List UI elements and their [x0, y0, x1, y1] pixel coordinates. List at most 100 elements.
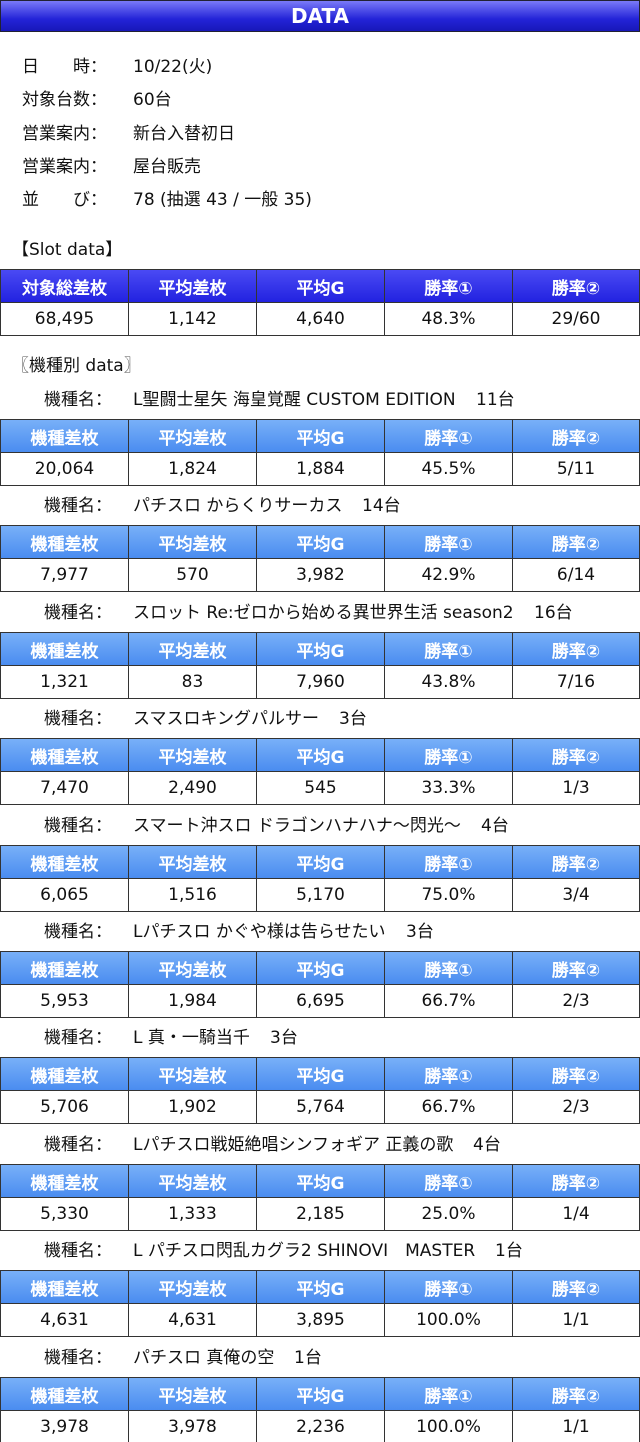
machine-name: スマスロキングパルサー [133, 709, 319, 730]
header-cell: 平均差枚 [128, 1057, 257, 1091]
value-cell: 66.7% [384, 1090, 513, 1124]
header-cell: 機種差枚 [0, 1270, 129, 1304]
machine-count: 3台 [406, 922, 434, 942]
info-label: 対象台数： [22, 90, 107, 111]
value-cell: 7,960 [256, 665, 385, 699]
machine-name: スマート沖スロ ドラゴンハナハナ～閃光～ [133, 815, 461, 836]
title-bar: DATA [0, 0, 640, 32]
value-cell: 5,170 [256, 878, 385, 912]
value-cell: 4,640 [256, 302, 385, 336]
value-cell: 2/3 [512, 1090, 640, 1124]
header-cell: 平均G [256, 1377, 385, 1411]
header-cell: 勝率② [512, 525, 640, 559]
machine-count: 1台 [294, 1347, 322, 1368]
value-cell: 66.7% [384, 984, 513, 1018]
header-cell: 平均差枚 [128, 738, 257, 772]
value-cell: 1/4 [512, 1197, 640, 1231]
value-cell: 45.5% [384, 452, 513, 486]
header-cell: 平均差枚 [128, 269, 257, 303]
value-cell: 100.0% [384, 1303, 513, 1337]
value-cell: 7,977 [0, 558, 129, 592]
header-cell: 勝率① [384, 269, 513, 303]
value-cell: 1,142 [128, 302, 257, 336]
header-cell: 勝率① [384, 525, 513, 559]
machine-label: 機種名： [44, 496, 112, 517]
info-value: 屋台販売 [133, 156, 201, 177]
machine-label: 機種名： [44, 709, 112, 730]
value-cell: 43.8% [384, 665, 513, 699]
value-cell: 1/1 [512, 1410, 640, 1442]
header-cell: 勝率② [512, 738, 640, 772]
header-cell: 機種差枚 [0, 419, 129, 453]
header-cell: 勝率② [512, 269, 640, 303]
info-value: 78 (抽選 43 / 一般 35) [133, 190, 312, 211]
machine-label: 機種名： [44, 1241, 112, 1262]
header-cell: 平均G [256, 632, 385, 666]
machine-label: 機種名： [44, 815, 112, 836]
header-cell: 機種差枚 [0, 845, 129, 879]
header-cell: 勝率① [384, 419, 513, 453]
header-cell: 勝率① [384, 951, 513, 985]
value-cell: 5,764 [256, 1090, 385, 1124]
machine-count: 14台 [362, 496, 401, 517]
header-cell: 勝率① [384, 1057, 513, 1091]
info-label: 並 び： [22, 190, 107, 211]
value-cell: 1,333 [128, 1197, 257, 1231]
section-title: 〖機種別 data〗 [12, 356, 141, 376]
value-cell: 5,953 [0, 984, 129, 1018]
machine-name: スロット Re:ゼロから始める異世界生活 season2 [133, 602, 514, 623]
header-cell: 勝率② [512, 845, 640, 879]
value-cell: 1/3 [512, 771, 640, 805]
value-cell: 1,516 [128, 878, 257, 912]
header-cell: 平均差枚 [128, 1377, 257, 1411]
header-cell: 勝率① [384, 845, 513, 879]
value-cell: 2/3 [512, 984, 640, 1018]
machine-name: L パチスロ閃乱カグラ2 SHINOVI MASTER [133, 1241, 476, 1262]
header-cell: 勝率① [384, 1164, 513, 1198]
value-cell: 6/14 [512, 558, 640, 592]
value-cell: 1/1 [512, 1303, 640, 1337]
value-cell: 3,982 [256, 558, 385, 592]
header-cell: 勝率② [512, 1057, 640, 1091]
machine-label: 機種名： [44, 1347, 112, 1368]
header-cell: 勝率① [384, 632, 513, 666]
header-cell: 平均差枚 [128, 419, 257, 453]
info-value: 60台 [133, 90, 172, 111]
value-cell: 48.3% [384, 302, 513, 336]
value-cell: 83 [128, 665, 257, 699]
header-cell: 平均G [256, 845, 385, 879]
machine-count: 16台 [534, 602, 573, 623]
value-cell: 25.0% [384, 1197, 513, 1231]
header-cell: 平均差枚 [128, 525, 257, 559]
value-cell: 1,984 [128, 984, 257, 1018]
value-cell: 6,065 [0, 878, 129, 912]
value-cell: 68,495 [0, 302, 129, 336]
machine-label: 機種名： [44, 922, 112, 942]
value-cell: 7,470 [0, 771, 129, 805]
machine-count: 1台 [495, 1241, 523, 1262]
header-cell: 平均G [256, 1164, 385, 1198]
value-cell: 42.9% [384, 558, 513, 592]
value-cell: 3/4 [512, 878, 640, 912]
value-cell: 5,706 [0, 1090, 129, 1124]
value-cell: 5,330 [0, 1197, 129, 1231]
value-cell: 2,490 [128, 771, 257, 805]
info-label: 営業案内： [22, 156, 107, 177]
header-cell: 平均G [256, 1270, 385, 1304]
header-cell: 機種差枚 [0, 632, 129, 666]
value-cell: 3,978 [128, 1410, 257, 1442]
section-title: 【Slot data】 [12, 240, 123, 260]
header-cell: 勝率② [512, 1377, 640, 1411]
value-cell: 3,978 [0, 1410, 129, 1442]
header-cell: 勝率② [512, 951, 640, 985]
header-cell: 機種差枚 [0, 738, 129, 772]
info-label: 営業案内： [22, 123, 107, 144]
value-cell: 75.0% [384, 878, 513, 912]
header-cell: 平均差枚 [128, 1270, 257, 1304]
header-cell: 機種差枚 [0, 1377, 129, 1411]
header-cell: 平均G [256, 419, 385, 453]
value-cell: 7/16 [512, 665, 640, 699]
header-cell: 平均G [256, 269, 385, 303]
header-cell: 平均差枚 [128, 951, 257, 985]
